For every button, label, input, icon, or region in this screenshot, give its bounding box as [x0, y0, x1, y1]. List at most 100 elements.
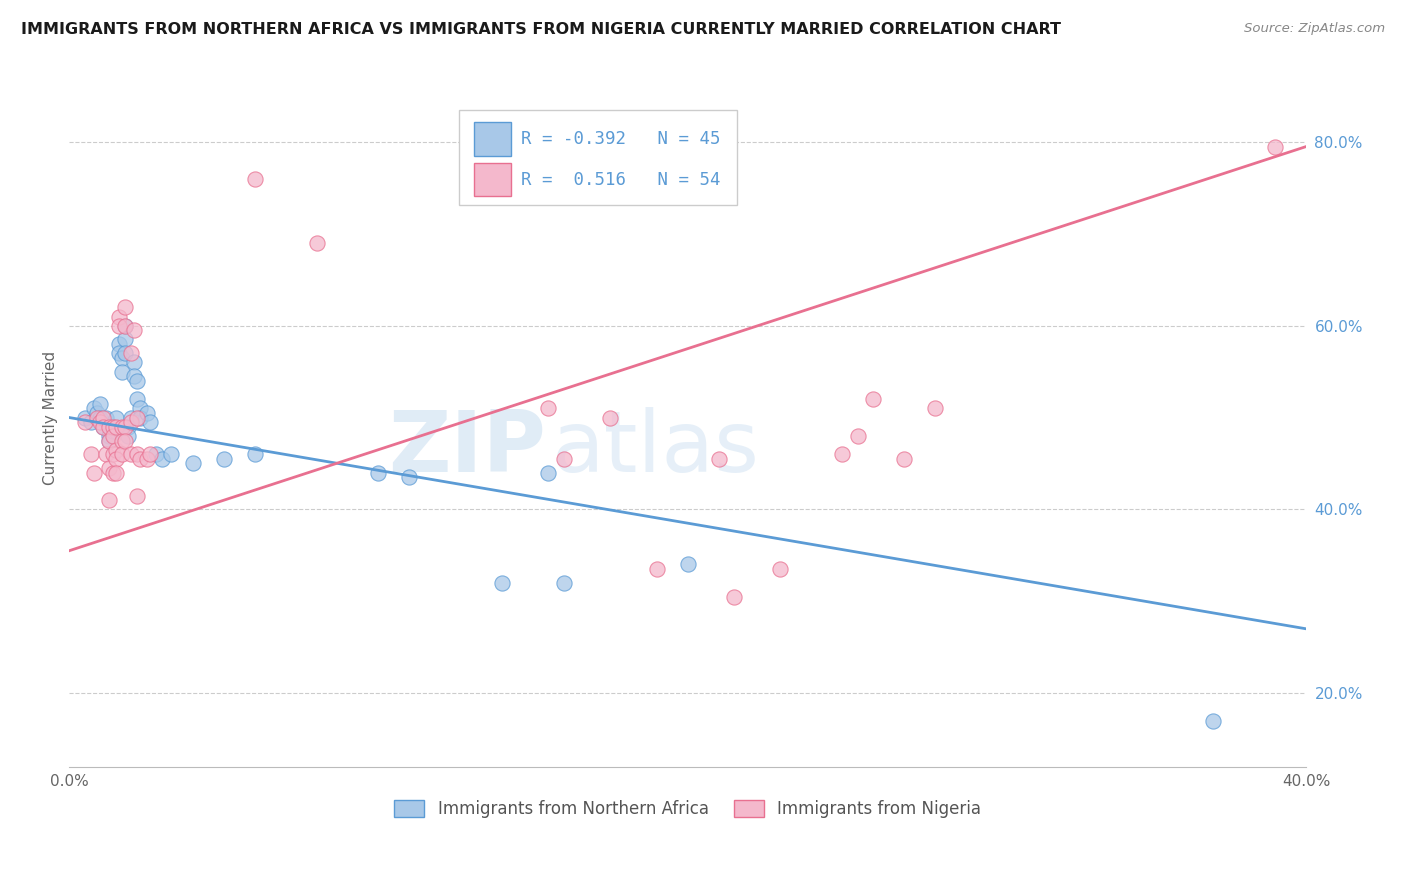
Point: [80, 415, 103, 429]
Point: [138, 415, 160, 429]
Point: [846, 429, 869, 443]
Point: [114, 346, 136, 360]
Point: [831, 447, 853, 461]
Point: [135, 406, 157, 420]
Point: [98, 434, 121, 448]
Point: [707, 451, 730, 466]
Point: [107, 346, 129, 360]
Point: [114, 301, 136, 315]
Point: [104, 442, 127, 457]
Point: [243, 447, 266, 461]
Point: [491, 575, 513, 590]
Point: [111, 419, 134, 434]
Point: [160, 447, 183, 461]
Point: [91, 419, 114, 434]
Point: [98, 434, 121, 448]
Point: [122, 323, 145, 337]
Point: [181, 457, 204, 471]
Point: [89, 415, 111, 429]
Point: [120, 447, 142, 461]
FancyBboxPatch shape: [458, 111, 737, 204]
Point: [104, 419, 127, 434]
Point: [114, 318, 136, 333]
Point: [135, 451, 157, 466]
Point: [120, 415, 142, 429]
Point: [104, 466, 127, 480]
Bar: [474, 162, 510, 196]
Point: [537, 466, 560, 480]
Point: [120, 346, 142, 360]
Point: [86, 406, 108, 420]
Text: R =  0.516   N = 54: R = 0.516 N = 54: [520, 170, 720, 188]
Point: [89, 410, 111, 425]
Point: [111, 365, 134, 379]
Point: [98, 493, 121, 508]
Point: [769, 562, 792, 576]
Point: [107, 337, 129, 351]
Point: [96, 410, 118, 425]
Point: [91, 419, 114, 434]
Point: [398, 470, 420, 484]
Point: [83, 466, 105, 480]
Point: [138, 447, 160, 461]
Point: [111, 434, 134, 448]
Point: [117, 429, 139, 443]
Point: [723, 590, 745, 604]
Text: Source: ZipAtlas.com: Source: ZipAtlas.com: [1244, 22, 1385, 36]
Point: [107, 318, 129, 333]
Point: [127, 489, 149, 503]
Point: [101, 419, 124, 434]
Point: [305, 235, 328, 250]
Point: [1264, 139, 1286, 153]
Point: [107, 310, 129, 324]
Point: [101, 429, 124, 443]
Point: [104, 425, 127, 439]
Bar: [474, 122, 510, 156]
Point: [101, 419, 124, 434]
Point: [104, 410, 127, 425]
Point: [122, 369, 145, 384]
Point: [150, 451, 173, 466]
Text: R = -0.392   N = 45: R = -0.392 N = 45: [520, 130, 720, 148]
Point: [127, 374, 149, 388]
Point: [367, 466, 389, 480]
Point: [89, 397, 111, 411]
Point: [599, 410, 621, 425]
Point: [111, 351, 134, 365]
Text: ZIP: ZIP: [388, 408, 546, 491]
Point: [127, 392, 149, 407]
Point: [96, 447, 118, 461]
Point: [101, 425, 124, 439]
Point: [243, 171, 266, 186]
Point: [924, 401, 946, 416]
Point: [117, 419, 139, 434]
Point: [212, 451, 235, 466]
Point: [127, 447, 149, 461]
Point: [104, 451, 127, 466]
Point: [114, 434, 136, 448]
Legend: Immigrants from Northern Africa, Immigrants from Nigeria: Immigrants from Northern Africa, Immigra…: [388, 793, 987, 824]
Point: [893, 451, 915, 466]
Point: [73, 410, 96, 425]
Point: [129, 451, 152, 466]
Text: atlas: atlas: [551, 408, 759, 491]
Point: [129, 410, 152, 425]
Point: [553, 575, 575, 590]
Text: IMMIGRANTS FROM NORTHERN AFRICA VS IMMIGRANTS FROM NIGERIA CURRENTLY MARRIED COR: IMMIGRANTS FROM NORTHERN AFRICA VS IMMIG…: [21, 22, 1062, 37]
Point: [122, 355, 145, 369]
Point: [98, 419, 121, 434]
Point: [676, 558, 699, 572]
Point: [127, 410, 149, 425]
Point: [114, 333, 136, 347]
Y-axis label: Currently Married: Currently Married: [44, 351, 58, 484]
Point: [114, 318, 136, 333]
Point: [129, 401, 152, 416]
Point: [120, 410, 142, 425]
Point: [98, 461, 121, 475]
Point: [83, 401, 105, 416]
Point: [101, 447, 124, 461]
Point: [111, 447, 134, 461]
Point: [645, 562, 668, 576]
Point: [553, 451, 575, 466]
Point: [80, 447, 103, 461]
